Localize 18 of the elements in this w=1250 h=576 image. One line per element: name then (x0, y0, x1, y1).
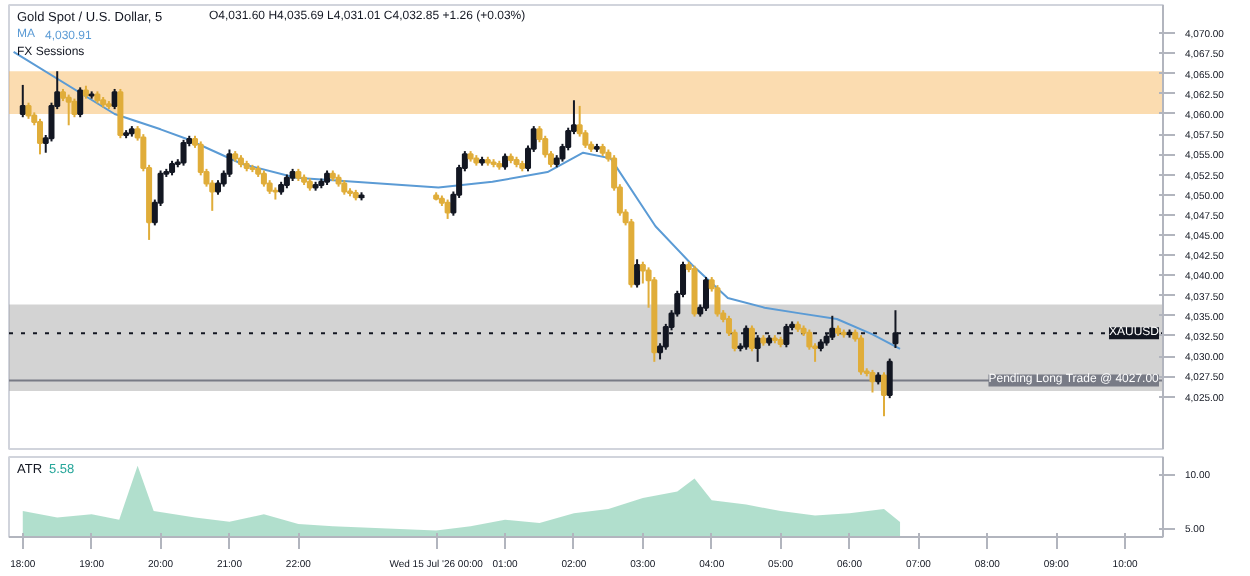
candlestick (691, 264, 698, 318)
candlestick (180, 138, 187, 167)
candlestick (702, 276, 709, 312)
candlestick (71, 97, 78, 119)
candlestick (886, 357, 893, 400)
candlestick (542, 134, 549, 159)
line-series (12, 50, 902, 350)
candlestick (748, 324, 755, 353)
candlestick (117, 87, 124, 140)
candlestick (36, 117, 44, 156)
candlestick (880, 371, 887, 418)
candlestick (65, 93, 72, 127)
candlestick (77, 86, 84, 119)
candlestick (869, 368, 876, 394)
candlestick (19, 83, 26, 119)
candlestick (714, 284, 721, 318)
candlestick (634, 258, 641, 289)
candlestick (858, 334, 865, 376)
